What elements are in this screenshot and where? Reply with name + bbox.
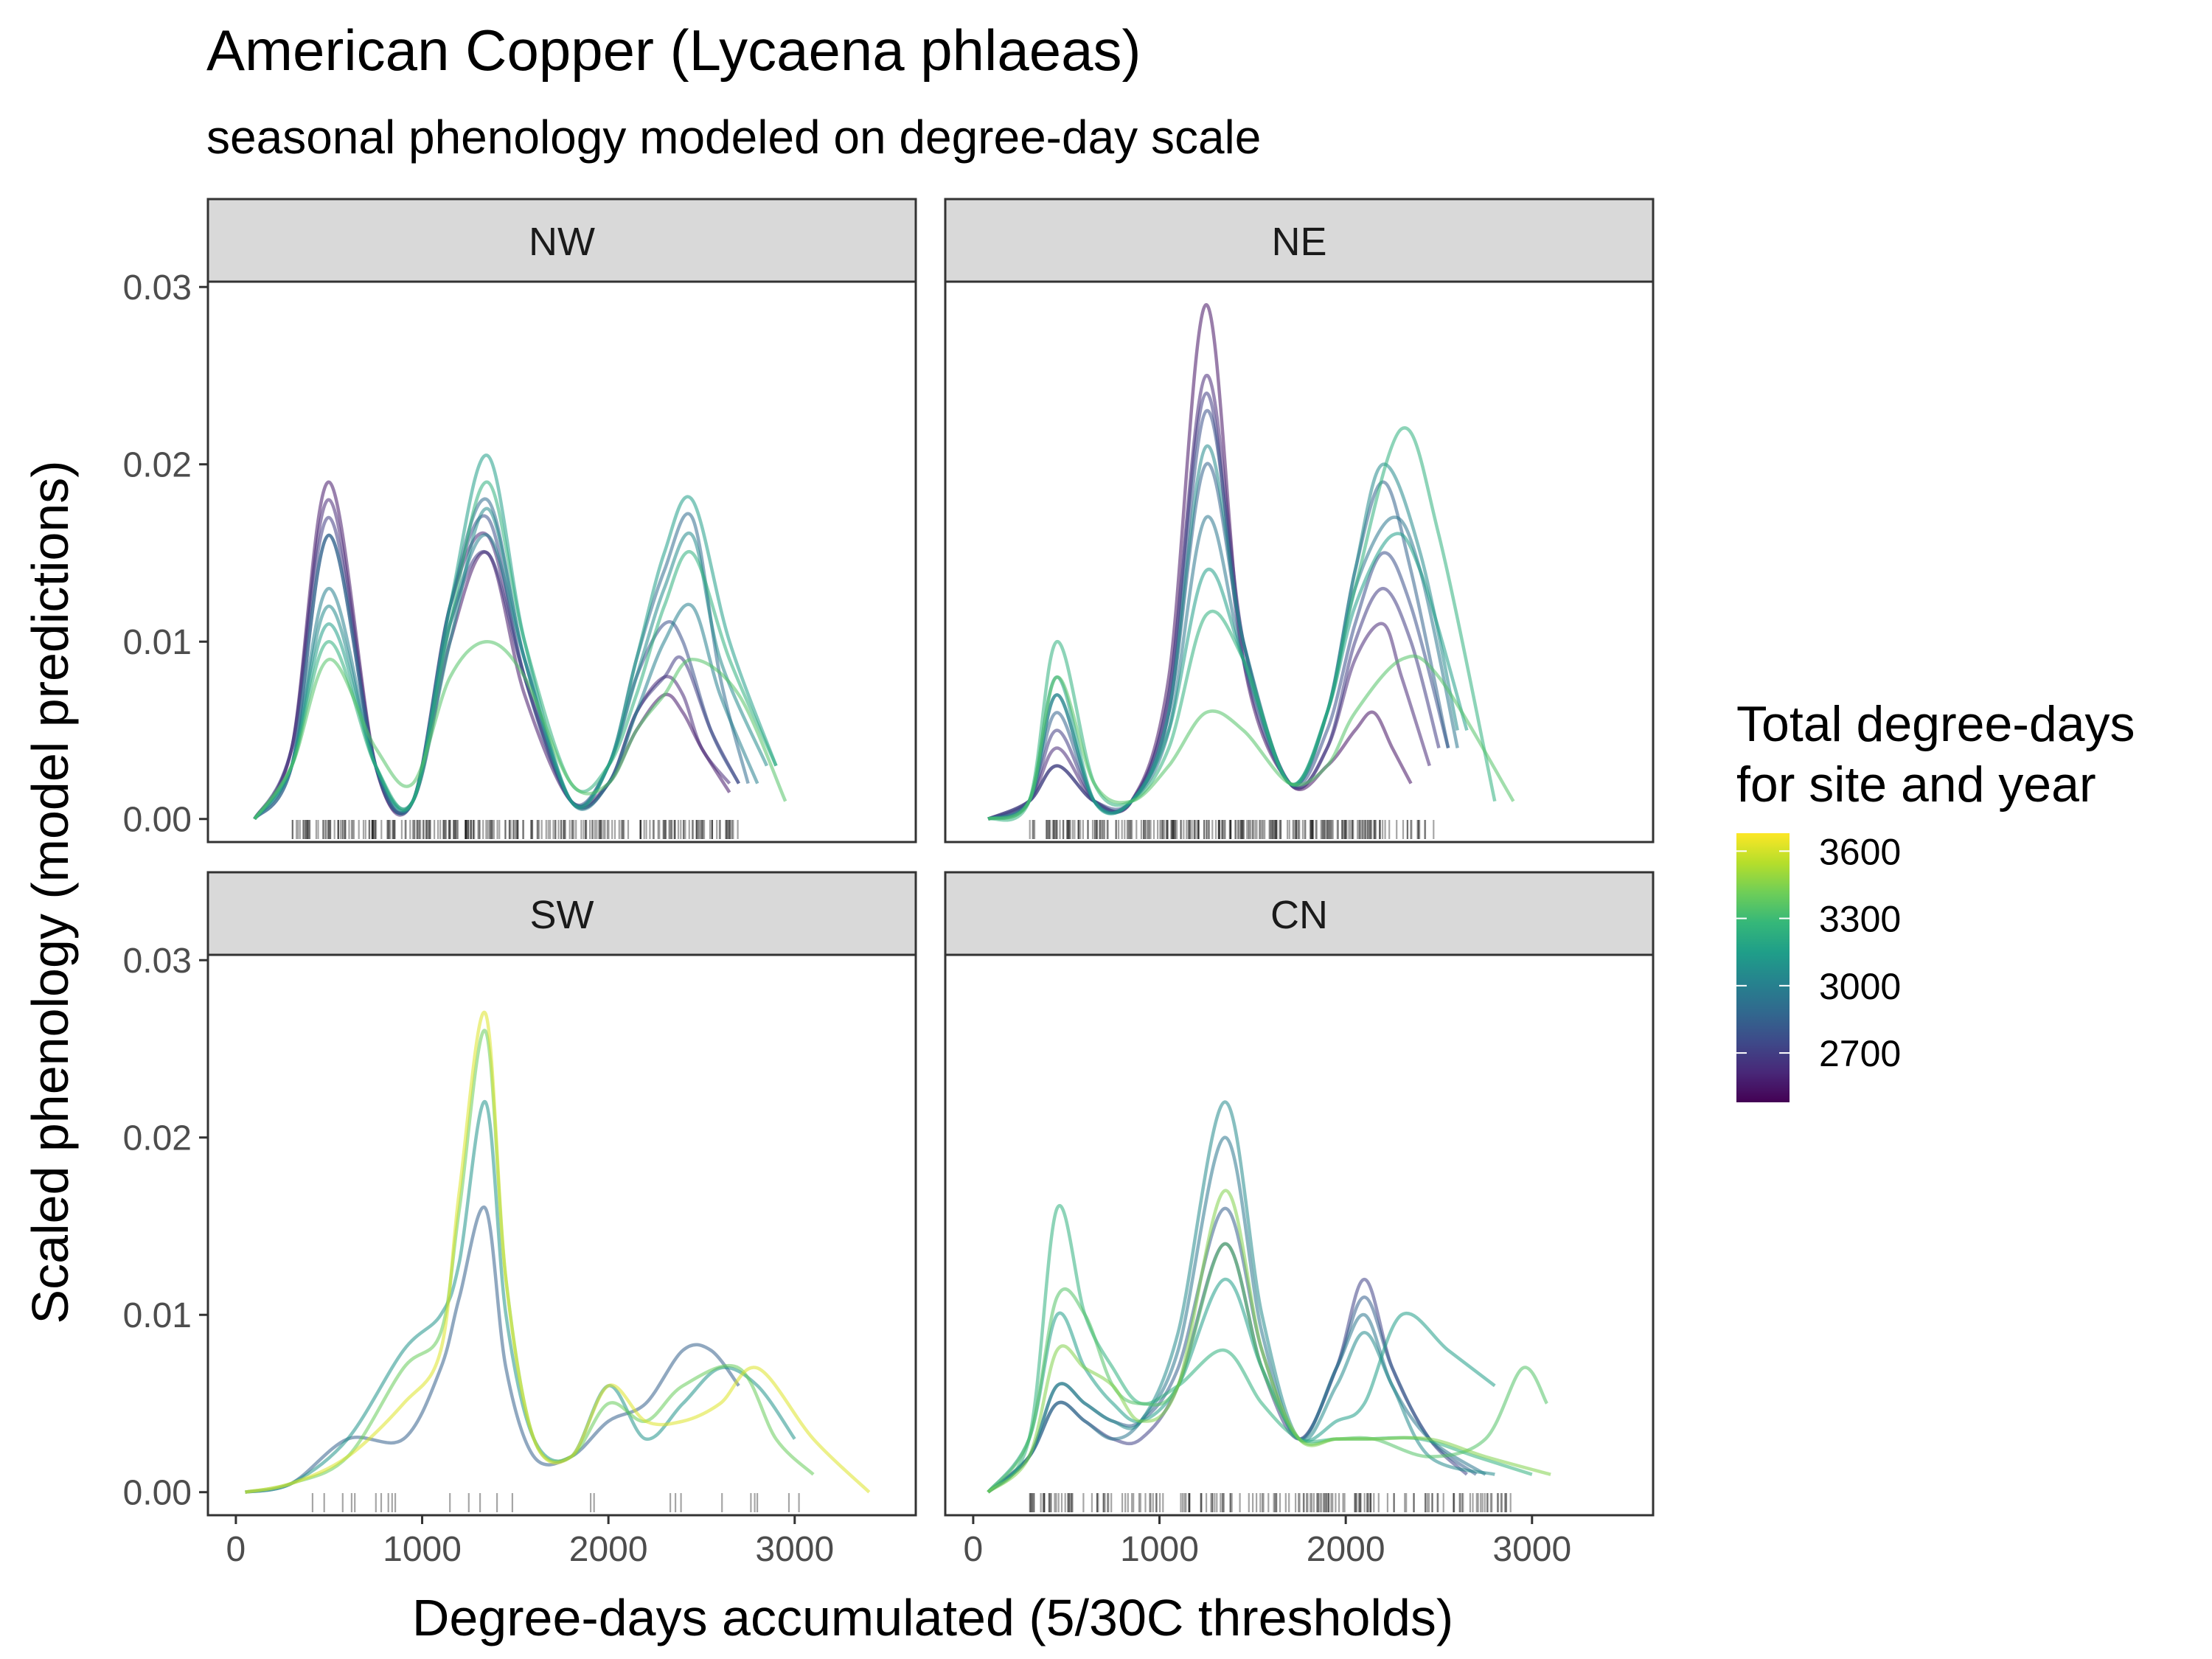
facet-label: NE	[1271, 220, 1326, 264]
phenology-curve	[245, 1100, 796, 1494]
panel-cn: CN 0 1000 2000 3000	[944, 871, 1655, 1569]
x-tick-label: 2000	[1307, 1530, 1385, 1569]
y-axis-label: Scaled phenology (model predictions)	[21, 460, 79, 1324]
legend-break-label: 2700	[1819, 1033, 1901, 1074]
series-lines	[987, 303, 1515, 839]
phenology-curve	[253, 507, 768, 821]
series-lines	[245, 1010, 871, 1512]
legend-break-label: 3000	[1819, 966, 1901, 1007]
x-tick-label: 3000	[1492, 1530, 1571, 1569]
y-tick-label: 0.01	[123, 623, 192, 662]
series-lines	[253, 453, 787, 839]
x-tick-label: 2000	[569, 1530, 648, 1569]
chart-subtitle: seasonal phenology modeled on degree-day…	[206, 111, 1261, 164]
y-tick-label: 0.02	[123, 446, 192, 485]
y-tick-label: 0.03	[123, 942, 192, 981]
x-tick-label: 0	[964, 1530, 984, 1569]
x-tick-label: 1000	[383, 1530, 462, 1569]
x-tick-label: 1000	[1120, 1530, 1199, 1569]
facet-strip	[944, 198, 1655, 283]
panel-background	[208, 955, 916, 1515]
phenology-curve	[987, 1100, 1495, 1494]
phenology-curve	[987, 1242, 1548, 1494]
x-tick-label: 0	[226, 1530, 246, 1569]
y-tick-label: 0.00	[123, 801, 192, 840]
facet-label: SW	[530, 893, 594, 937]
phenology-curve	[987, 1135, 1486, 1494]
phenology-curve	[987, 1277, 1496, 1494]
panel-sw: SW 0.00 0.01 0.02 0.03 0 1000 2000 3000	[123, 871, 917, 1569]
rug-ticks	[1029, 1493, 1512, 1512]
phenology-curve	[253, 480, 778, 821]
panel-nw: NW 0.00 0.01 0.02 0.03	[123, 198, 917, 844]
rug-ticks	[291, 820, 739, 839]
y-tick-label: 0.01	[123, 1296, 192, 1335]
y-tick-label: 0.03	[123, 268, 192, 307]
rug-ticks	[1029, 820, 1435, 839]
phenology-curve	[253, 480, 731, 820]
legend-title: for site and year	[1736, 757, 2096, 813]
phenology-curve	[987, 444, 1459, 821]
panel-background	[945, 282, 1653, 842]
legend-title: Total degree-days	[1736, 696, 2135, 752]
panel-border	[944, 953, 1655, 1517]
color-legend: Total degree-days for site and year 2700 3…	[1736, 696, 2135, 1102]
panel-border	[944, 280, 1655, 844]
panel-background	[208, 282, 916, 842]
facet-label: CN	[1270, 893, 1328, 937]
panel-background	[945, 955, 1653, 1515]
x-axis-label: Degree-days accumulated (5/30C threshold…	[412, 1589, 1453, 1646]
legend-break-label: 3600	[1819, 831, 1901, 872]
chart-title: American Copper (Lycaena phlaeas)	[206, 18, 1141, 83]
phenology-curve	[245, 1010, 871, 1494]
facet-panels: NW 0.00 0.01 0.02 0.03 NE SW 0.00 0.01 0.02 0.03 0 1…	[123, 198, 1655, 1569]
phenology-curve	[253, 515, 740, 820]
facet-label: NW	[529, 220, 595, 264]
facet-strip	[206, 198, 917, 283]
phenology-curve	[987, 1189, 1551, 1494]
colorbar	[1736, 833, 1790, 1102]
facet-strip	[206, 871, 917, 956]
phenology-curve	[987, 654, 1515, 821]
phenology-curve	[253, 533, 759, 821]
rug-ticks	[311, 1493, 800, 1512]
y-tick-label: 0.02	[123, 1119, 192, 1158]
x-tick-label: 3000	[755, 1530, 834, 1569]
series-lines	[987, 1100, 1551, 1512]
panel-border	[206, 953, 917, 1517]
phenology-curve	[253, 639, 787, 821]
phenology-curve	[987, 426, 1497, 822]
panel-border	[206, 280, 917, 844]
y-tick-label: 0.00	[123, 1474, 192, 1513]
legend-break-label: 3300	[1819, 899, 1901, 940]
panel-ne: NE	[944, 198, 1655, 844]
